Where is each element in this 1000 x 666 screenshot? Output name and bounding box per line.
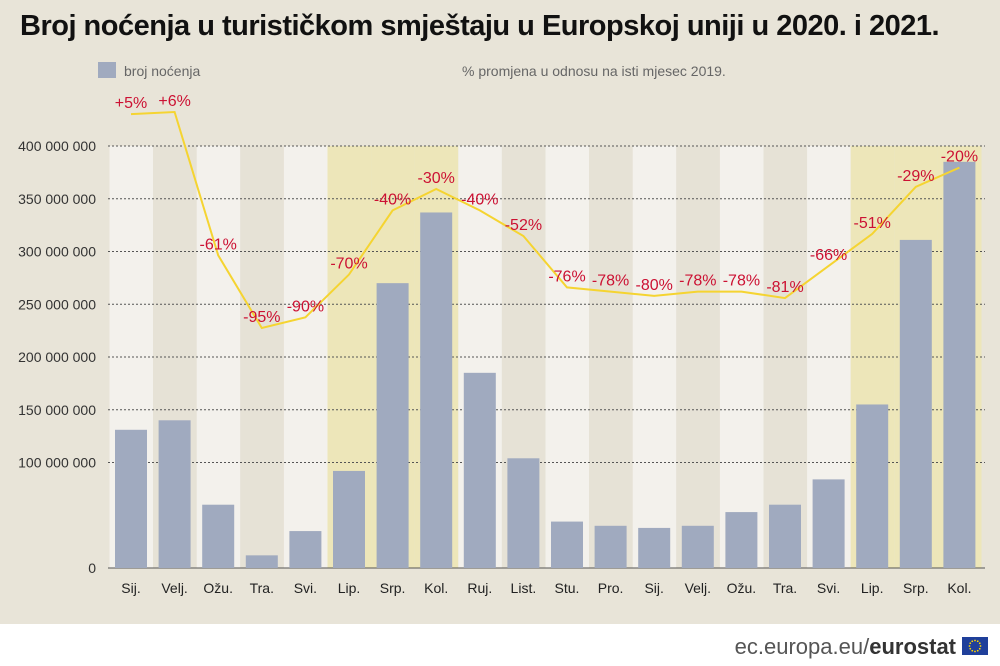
percent-data-label: -70% [330, 256, 367, 273]
y-tick-label: 150 000 000 [18, 402, 96, 418]
x-tick-label: Svi. [294, 580, 317, 596]
bar [638, 527, 671, 568]
legend: broj noćenja % promjena u odnosu na isti… [98, 61, 726, 88]
percent-data-label: -40% [374, 191, 411, 208]
percent-data-label: -78% [679, 273, 716, 290]
percent-data-label: -20% [941, 149, 978, 166]
x-tick-label: Ruj. [467, 580, 492, 596]
percent-data-label: -90% [287, 298, 324, 315]
bar [376, 283, 409, 568]
bar [943, 161, 976, 568]
legend-bar-swatch [98, 62, 116, 78]
x-tick-label: Velj. [685, 580, 711, 596]
source-brand: eurostat [869, 634, 956, 659]
x-tick-label: Stu. [555, 580, 580, 596]
bar [115, 429, 147, 568]
axis-labels: 0 100 000 000 150 000 000 200 000 000 250 00… [18, 138, 971, 596]
percent-data-label: -80% [636, 277, 673, 294]
percent-data-label: -51% [854, 215, 891, 232]
eu-flag-icon [962, 637, 988, 655]
y-tick-label: 400 000 000 [18, 138, 96, 154]
x-tick-label: Kol. [424, 580, 448, 596]
bar [245, 555, 278, 568]
percent-data-label: +5% [115, 95, 147, 112]
legend-bar-label: broj noćenja [124, 63, 200, 79]
bar [202, 504, 235, 568]
crescent-moon-icon [410, 61, 444, 88]
y-tick-label: 300 000 000 [18, 244, 96, 260]
crescent-moon-icon [159, 106, 189, 127]
x-tick-label: Sij. [644, 580, 663, 596]
x-tick-label: Lip. [338, 580, 361, 596]
percent-data-label: -30% [418, 170, 455, 187]
percent-data-label: -40% [461, 191, 498, 208]
x-tick-label: Velj. [161, 580, 187, 596]
percent-data-label: -95% [243, 309, 280, 326]
x-tick-label: Tra. [250, 580, 274, 596]
bar [725, 512, 758, 568]
percent-change-series: +5% +6% -61% -95% -90% -70% -40% -30% -40% -52% -7… [115, 93, 978, 343]
x-tick-label: Srp. [380, 580, 406, 596]
x-tick-label: List. [511, 580, 537, 596]
percent-data-label: -52% [505, 217, 542, 234]
source-text[interactable]: ec.europa.eu/eurostat [735, 634, 956, 660]
crescent-moon-icon [116, 109, 146, 130]
x-tick-label: Srp. [903, 580, 929, 596]
chart-area: 0 100 000 000 150 000 000 200 000 000 250 00… [18, 61, 985, 596]
bar [333, 470, 365, 568]
bar [899, 239, 932, 568]
percent-data-label: -61% [200, 236, 237, 253]
month-band [589, 146, 633, 568]
percent-line [130, 110, 960, 330]
percent-data-label: -76% [548, 268, 585, 285]
y-tick-label: 350 000 000 [18, 191, 96, 207]
x-tick-label: Svi. [817, 580, 840, 596]
percent-data-label: -78% [592, 273, 629, 290]
percent-data-label: +6% [158, 93, 190, 110]
bar [507, 458, 540, 568]
bar-series [115, 161, 976, 568]
y-tick-label: 200 000 000 [18, 349, 96, 365]
bar [158, 420, 191, 568]
legend-line-label: % promjena u odnosu na isti mjesec 2019. [462, 63, 726, 79]
source-prefix: ec.europa.eu/ [734, 634, 870, 659]
bar [594, 525, 627, 568]
x-tick-label: Sij. [121, 580, 140, 596]
bar [856, 404, 889, 568]
percent-data-label: -29% [897, 168, 934, 185]
x-tick-label: Kol. [947, 580, 971, 596]
y-tick-label: 0 [88, 560, 96, 576]
chart-title: Broj noćenja u turističkom smještaju u E… [20, 10, 940, 42]
x-tick-label: Lip. [861, 580, 884, 596]
bar [551, 521, 583, 568]
percent-data-label: -78% [723, 273, 760, 290]
x-tick-label: Ožu. [203, 580, 233, 596]
x-tick-label: Ožu. [727, 580, 757, 596]
x-tick-label: Tra. [773, 580, 797, 596]
footer: ec.europa.eu/eurostat [0, 624, 1000, 666]
percent-data-label: -66% [810, 247, 847, 264]
bar [681, 525, 714, 568]
bar [289, 531, 322, 568]
y-tick-label: 250 000 000 [18, 296, 96, 312]
bar [420, 212, 453, 568]
percent-data-label: -81% [766, 279, 803, 296]
bar [812, 479, 845, 568]
y-tick-label: 100 000 000 [18, 455, 96, 471]
x-tick-label: Pro. [598, 580, 624, 596]
bar [769, 504, 801, 568]
bar [463, 372, 496, 568]
